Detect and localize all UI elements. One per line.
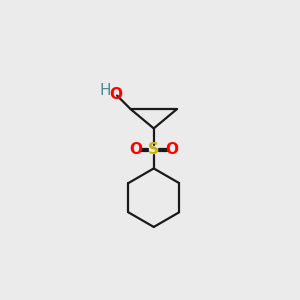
Text: H: H [99,83,110,98]
Text: O: O [109,86,122,101]
Text: S: S [148,142,159,158]
Text: O: O [166,142,179,158]
Text: O: O [129,142,142,158]
